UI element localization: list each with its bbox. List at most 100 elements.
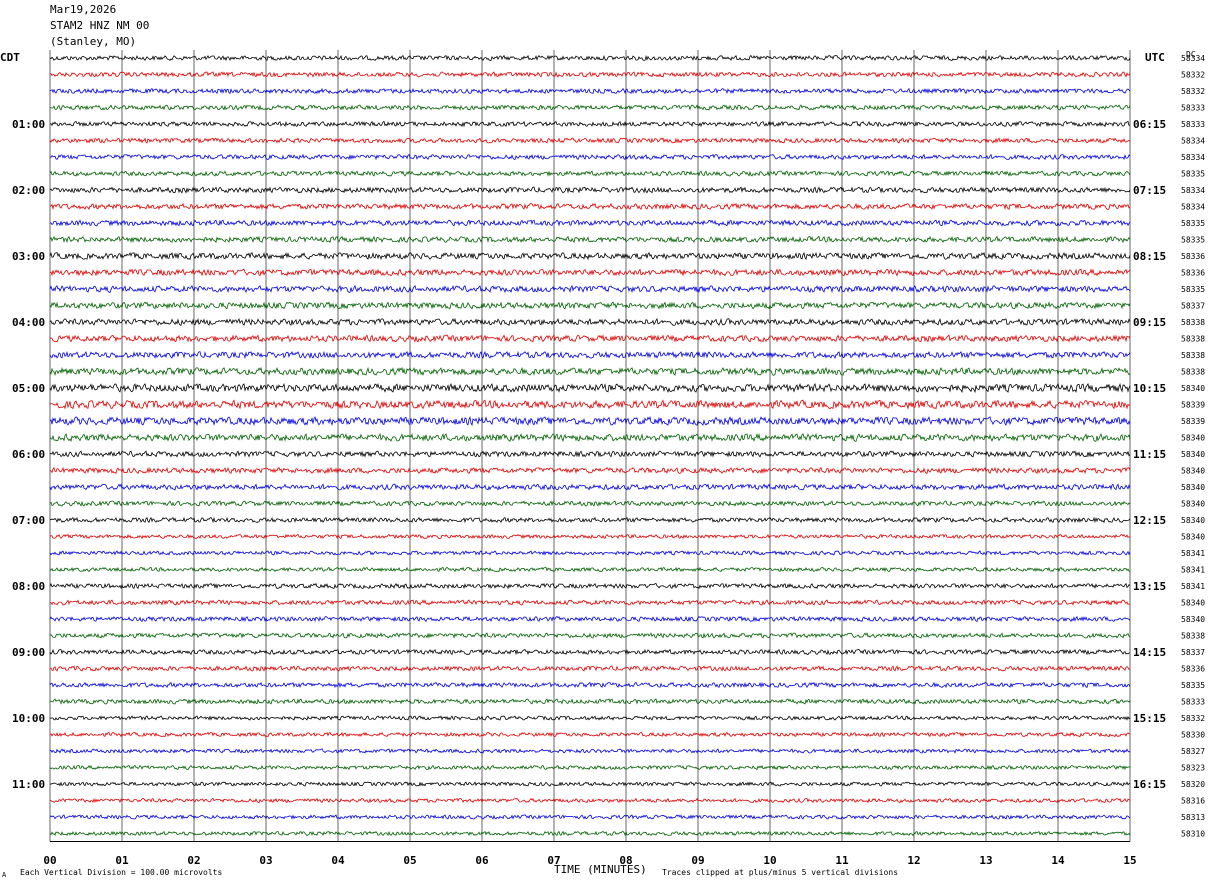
x-tick-label: 12 (907, 854, 920, 867)
trace-line (49, 731, 1131, 738)
corner-mark: A (2, 871, 7, 879)
trace-line (49, 334, 1131, 343)
trace-line (49, 698, 1131, 705)
trace-line (49, 781, 1131, 787)
dc-offset-label: 58337 (1181, 648, 1205, 657)
dc-offset-label: 58340 (1181, 516, 1205, 525)
trace-line (49, 483, 1131, 491)
trace-line (49, 432, 1131, 443)
trace-line (49, 120, 1131, 128)
trace-line (49, 415, 1131, 427)
dc-offset-label: 58336 (1181, 252, 1205, 261)
trace-line (49, 681, 1131, 689)
dc-offset-label: 58336 (1181, 269, 1205, 278)
trace-line (49, 632, 1131, 639)
x-tick-label: 06 (475, 854, 489, 867)
axis-labels: 00 01 02 03 04 05 06 07 08 09 10 11 12 13 14 15 58334 583… (12, 54, 1205, 867)
x-tick-label: 04 (331, 854, 345, 867)
dc-offset-label: 58333 (1181, 698, 1205, 707)
right-hour-label: 09:15 (1133, 316, 1166, 329)
time-gridlines (49, 50, 1131, 842)
x-tick-label: 05 (403, 854, 416, 867)
dc-offset-label: 58341 (1181, 582, 1205, 591)
trace-line (49, 202, 1131, 211)
trace-line (49, 814, 1131, 820)
left-hour-label: 08:00 (12, 580, 45, 593)
trace-line (49, 830, 1131, 837)
dc-offset-label: 58320 (1181, 780, 1205, 789)
dc-offset-label: 58340 (1181, 500, 1205, 509)
left-hour-label: 05:00 (12, 382, 45, 395)
dc-offset-label: 58340 (1181, 483, 1205, 492)
dc-offset-label: 58310 (1181, 830, 1205, 839)
right-hour-label: 06:15 (1133, 118, 1166, 131)
dc-offset-label: 58334 (1181, 186, 1205, 195)
right-hour-label: 08:15 (1133, 250, 1166, 263)
trace-line (49, 615, 1131, 623)
trace-line (49, 71, 1131, 78)
x-tick-label: 13 (979, 854, 992, 867)
dc-offset-label: 58340 (1181, 467, 1205, 476)
header-location: (Stanley, MO) (50, 35, 137, 48)
dc-offset-label: 58338 (1181, 632, 1205, 641)
dc-offset-label: 58313 (1181, 813, 1205, 822)
dc-offset-label: 58339 (1181, 417, 1205, 426)
trace-line (49, 87, 1131, 95)
trace-line (49, 715, 1131, 721)
trace-line (49, 566, 1131, 573)
left-hour-label: 06:00 (12, 448, 45, 461)
dc-offset-label: 58335 (1181, 285, 1205, 294)
dc-offset-label: 58338 (1181, 351, 1205, 360)
dc-offset-label: 58316 (1181, 797, 1205, 806)
x-tick-label: 07 (547, 854, 560, 867)
clip-note: Traces clipped at plus/minus 5 vertical … (662, 868, 899, 877)
left-hour-label: 02:00 (12, 184, 45, 197)
trace-line (49, 582, 1131, 590)
dc-offset-label: 58335 (1181, 219, 1205, 228)
x-tick-label: 03 (259, 854, 272, 867)
dc-offset-label: 58341 (1181, 566, 1205, 575)
dc-offset-label: 58334 (1181, 137, 1205, 146)
trace-line (49, 599, 1131, 606)
right-hour-label: 14:15 (1133, 646, 1166, 659)
trace-line (49, 764, 1131, 771)
dc-offset-label: 58338 (1181, 368, 1205, 377)
dc-offset-label: 58334 (1181, 153, 1205, 162)
trace-line (49, 186, 1131, 194)
trace-line (49, 648, 1131, 656)
trace-line (49, 366, 1131, 377)
dc-offset-label: 58327 (1181, 747, 1205, 756)
trace-line (49, 399, 1131, 410)
left-hour-label: 04:00 (12, 316, 45, 329)
trace-line (49, 500, 1131, 507)
dc-offset-label: 58340 (1181, 615, 1205, 624)
dc-offset-label: 58334 (1181, 203, 1205, 212)
left-hour-label: 09:00 (12, 646, 45, 659)
x-tick-label: 15 (1123, 854, 1136, 867)
x-tick-label: 08 (619, 854, 632, 867)
trace-line (49, 466, 1131, 475)
trace-line (49, 219, 1131, 227)
right-hour-label: 12:15 (1133, 514, 1166, 527)
trace-line (49, 137, 1131, 144)
trace-line (49, 550, 1131, 556)
trace-line (49, 748, 1131, 754)
dc-offset-label: 58323 (1181, 764, 1205, 773)
scale-note: Each Vertical Division = 100.00 microvol… (20, 868, 223, 877)
trace-line (49, 665, 1131, 672)
dc-offset-label: 58332 (1181, 714, 1205, 723)
dc-offset-label: 58332 (1181, 87, 1205, 96)
trace-line (49, 54, 1131, 62)
x-tick-label: 10 (763, 854, 776, 867)
dc-offset-label: 58339 (1181, 401, 1205, 410)
trace-line (49, 516, 1131, 524)
right-hour-label: 07:15 (1133, 184, 1166, 197)
trace-line (49, 284, 1131, 294)
x-axis-title: TIME (MINUTES) (554, 863, 647, 876)
dc-offset-label: 58334 (1181, 54, 1205, 63)
right-hour-label: 15:15 (1133, 712, 1166, 725)
left-hour-label: 11:00 (12, 778, 45, 791)
dc-offset-label: 58340 (1181, 384, 1205, 393)
dc-column-label: DC (1186, 50, 1196, 59)
trace-line (49, 350, 1131, 360)
